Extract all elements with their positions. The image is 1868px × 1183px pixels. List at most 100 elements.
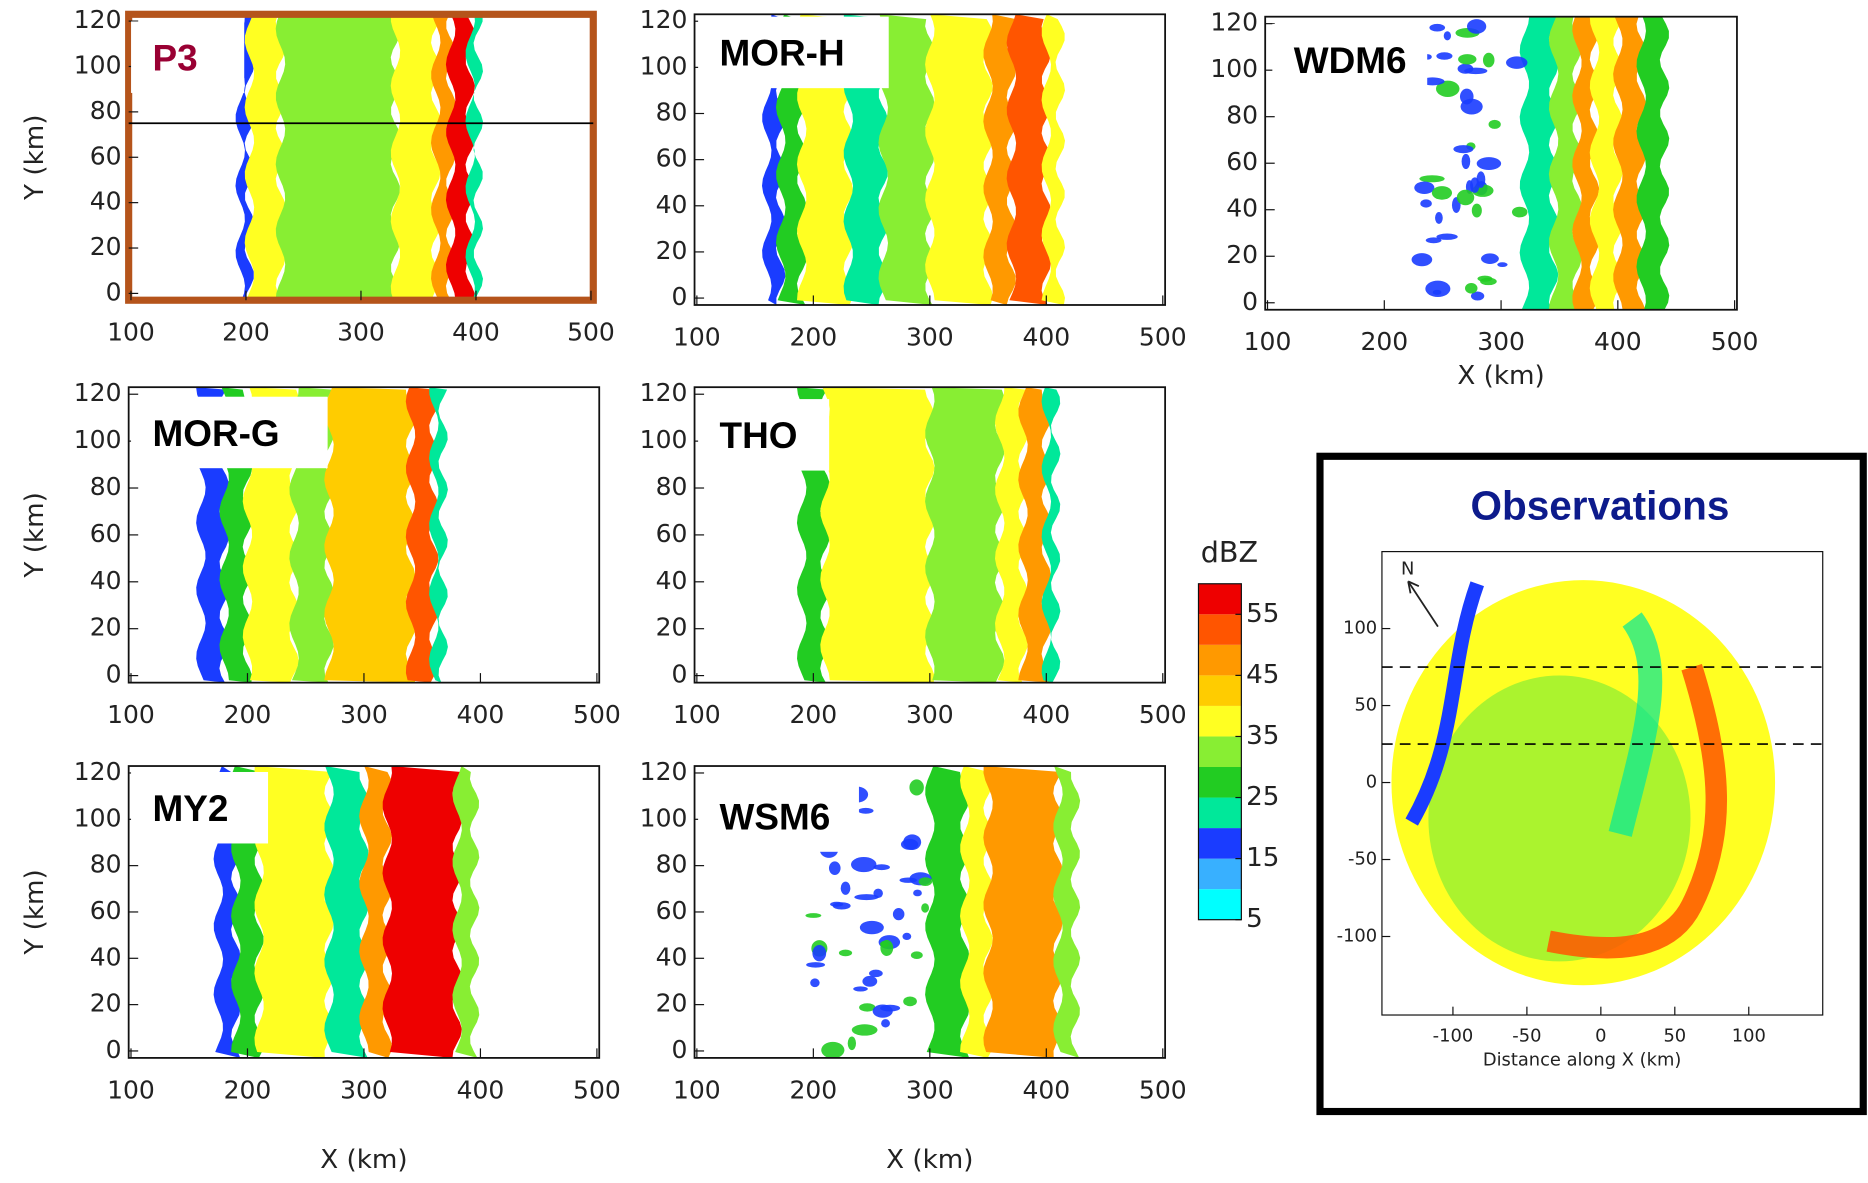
- x-tick-label: 400: [452, 318, 500, 347]
- y-tick-label: 100: [1210, 54, 1258, 83]
- reflectivity-band: [430, 14, 456, 301]
- x-tick-label: 400: [457, 700, 505, 729]
- colorbar-tick-label: 45: [1246, 660, 1279, 690]
- echo-blob: [1429, 23, 1446, 32]
- colorbar-swatch: [1198, 889, 1242, 920]
- y-tick-label: 50: [1354, 695, 1377, 716]
- x-tick-label: 300: [906, 1075, 954, 1104]
- echo-blob: [1511, 206, 1528, 218]
- field: [235, 14, 484, 301]
- x-tick-label: 100: [107, 700, 155, 729]
- reflectivity-band: [465, 14, 484, 301]
- echo-blob: [1461, 153, 1471, 170]
- echo-blob: [1431, 186, 1453, 200]
- y-tick-label: 100: [74, 425, 122, 454]
- echo-blob: [859, 1003, 876, 1012]
- y-tick-label: 120: [74, 378, 122, 407]
- colorbar-swatch: [1198, 828, 1242, 859]
- radar-field: [1391, 580, 1776, 986]
- y-axis-label: Y (km): [20, 869, 50, 955]
- echo-blob: [1477, 275, 1493, 282]
- reflectivity-band: [452, 766, 480, 1058]
- x-tick-label: 100: [1732, 1025, 1766, 1046]
- colorbar-swatch: [1198, 583, 1242, 615]
- x-tick-label: 200: [224, 1075, 272, 1104]
- echo-blob: [854, 894, 879, 901]
- colorbar-swatch: [1198, 797, 1242, 829]
- radar-blue-edge: [1405, 581, 1484, 826]
- y-tick-label: 20: [90, 232, 122, 261]
- colorbar-tick-label: 25: [1246, 782, 1279, 812]
- colorbar-swatch: [1198, 858, 1242, 890]
- colorbar-swatch: [1198, 736, 1242, 768]
- y-tick-label: 0: [671, 660, 687, 689]
- echo-blob: [805, 913, 822, 918]
- x-tick-label: 400: [1594, 327, 1642, 356]
- echo-blob: [1482, 52, 1495, 68]
- echo-blob: [1481, 253, 1499, 264]
- colorbar-tick-label: 55: [1246, 599, 1279, 629]
- y-tick-label: 120: [74, 5, 122, 34]
- colorbar-swatch: [1198, 705, 1242, 737]
- reflectivity-band: [324, 387, 416, 683]
- y-tick-label: 40: [1226, 194, 1258, 223]
- north-arrowhead: [1407, 580, 1420, 594]
- echo-blob: [910, 951, 923, 960]
- y-tick-label: 80: [656, 472, 688, 501]
- reflectivity-band: [429, 387, 448, 683]
- x-tick-label: 50: [1663, 1025, 1686, 1046]
- y-tick-label: 60: [90, 141, 122, 170]
- echo-blob: [821, 1041, 845, 1058]
- echo-blob: [859, 920, 884, 935]
- echo-blob: [1506, 56, 1528, 69]
- x-tick-label: 200: [789, 1075, 837, 1104]
- reflectivity-band: [359, 766, 392, 1058]
- radar-red-band: [1546, 663, 1727, 959]
- echo-blob: [909, 779, 924, 796]
- echo-blob: [1425, 237, 1442, 244]
- colorbar-label: dBZ: [1201, 535, 1258, 569]
- y-tick-label: 100: [74, 50, 122, 79]
- echo-blob: [1436, 52, 1453, 60]
- x-tick-label: 400: [1022, 1075, 1070, 1104]
- x-axis-label: X (km): [320, 1145, 407, 1175]
- reflectivity-band: [390, 14, 441, 301]
- colorbar-tick-label: 15: [1246, 843, 1279, 873]
- reflectivity-band: [1006, 14, 1052, 305]
- label-box: [131, 771, 269, 844]
- x-tick-label: 100: [673, 322, 721, 351]
- echo-blob: [903, 834, 922, 851]
- y-tick-label: 40: [90, 942, 122, 971]
- reflectivity-band: [254, 766, 334, 1058]
- x-tick-label: 300: [340, 700, 388, 729]
- echo-blob: [828, 861, 841, 875]
- y-tick-label: 60: [656, 519, 688, 548]
- x-tick-label: 200: [1360, 327, 1408, 356]
- y-tick-label: 120: [640, 757, 688, 786]
- echo-blob: [918, 877, 933, 886]
- x-tick-label: 0: [1595, 1025, 1606, 1046]
- x-tick-label: 500: [1139, 700, 1187, 729]
- x-tick-label: -100: [1433, 1025, 1474, 1046]
- y-tick-label: 100: [640, 803, 688, 832]
- x-tick-label: 100: [107, 318, 155, 347]
- reflectivity-band: [925, 387, 1005, 683]
- x-tick-label: 300: [906, 322, 954, 351]
- reflectivity-band: [382, 766, 462, 1058]
- y-tick-label: 40: [656, 942, 688, 971]
- echo-blob: [847, 1036, 857, 1051]
- reflectivity-band: [1589, 16, 1623, 310]
- echo-blob: [1458, 54, 1477, 65]
- obs-x-label: Distance along X (km): [1483, 1049, 1682, 1070]
- x-tick-label: 400: [1022, 322, 1070, 351]
- echo-blob: [862, 975, 878, 987]
- y-tick-label: 40: [90, 566, 122, 595]
- echo-blob: [1420, 199, 1432, 208]
- x-tick-label: 200: [224, 700, 272, 729]
- y-axis-label: Y (km): [20, 492, 50, 578]
- y-tick-label: 20: [656, 236, 688, 265]
- y-tick-label: 20: [656, 613, 688, 642]
- echo-blob: [1466, 19, 1487, 34]
- y-tick-label: 100: [74, 803, 122, 832]
